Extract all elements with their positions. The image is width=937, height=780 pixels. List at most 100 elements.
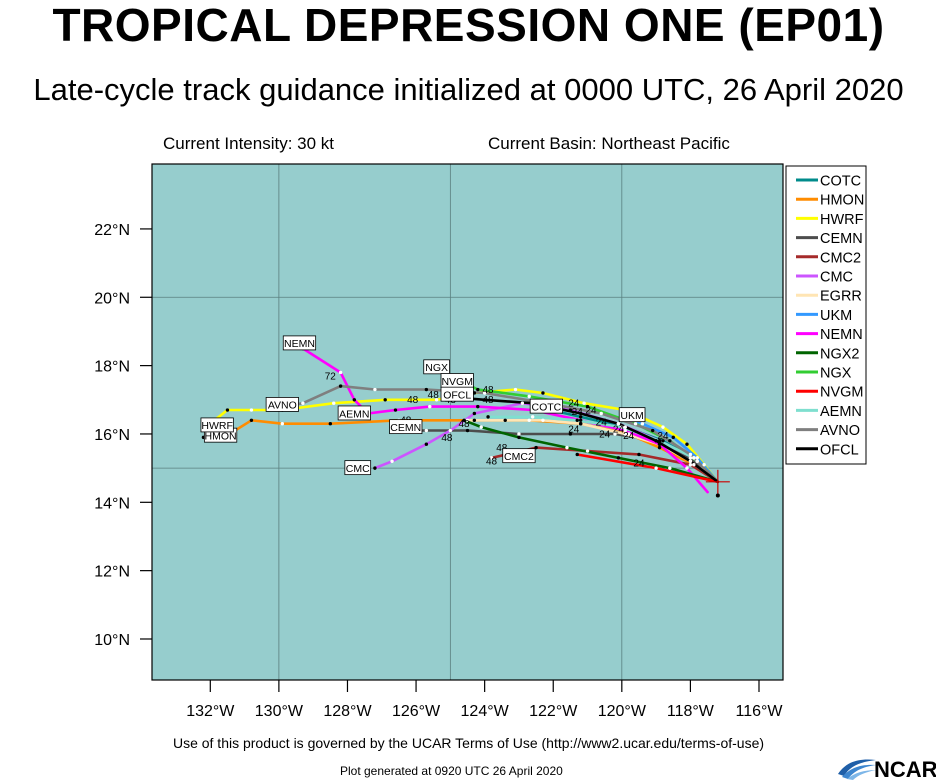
- track-point-nvgm: [654, 466, 658, 470]
- legend-entry-nemn: NEMN: [820, 327, 863, 343]
- model-label-box: [618, 407, 646, 423]
- legend-entry-ngx2: NGX2: [820, 346, 860, 362]
- model-label-cemn: CEMN: [390, 422, 421, 434]
- track-point-ofcl: [688, 459, 693, 463]
- forecast-hour-label: 48: [441, 433, 453, 444]
- x-tick-label: 126°W: [392, 703, 441, 720]
- y-tick-label: 10°N: [94, 632, 130, 649]
- legend-entry-aemn: AEMN: [820, 404, 862, 420]
- track-point-hwrf: [513, 387, 518, 392]
- track-point-ngx2: [565, 445, 569, 450]
- forecast-hour-label: 48: [483, 385, 495, 396]
- track-point-nemn: [623, 428, 627, 433]
- legend-entry-cotc: COTC: [820, 174, 861, 190]
- track-point-ukm: [640, 422, 645, 426]
- track-point-aemn: [575, 418, 579, 422]
- legend-entry-egrr: EGRR: [820, 289, 862, 305]
- track-point-ofcl: [715, 493, 720, 498]
- legend-entry-hmon: HMON: [820, 193, 864, 209]
- model-label-nvgm: NVGM: [441, 376, 473, 388]
- x-tick-label: 118°W: [667, 703, 715, 720]
- model-label-box: [200, 417, 234, 433]
- track-point-ngx2: [479, 425, 483, 429]
- track-point-cemn: [568, 432, 573, 436]
- track-point-cmc: [520, 401, 525, 405]
- track-point-ngx: [695, 459, 699, 463]
- track-point-ofcl: [616, 422, 621, 426]
- track-point-hwrf: [582, 401, 586, 405]
- forecast-hour-label: 24: [568, 399, 580, 410]
- track-point-cotc: [661, 439, 665, 443]
- forecast-hour-label: 48: [407, 395, 419, 406]
- track-point-hwrf: [661, 425, 665, 429]
- ncar-logo: NCAR: [838, 757, 936, 780]
- legend: COTC HMON HWRF CEMN CMC2 CMC EGRR UKM NEMN NGX2 NG…: [785, 165, 867, 465]
- forecast-hour-label: 72: [325, 371, 337, 382]
- model-label-box: [423, 359, 450, 375]
- forecast-hour-label: 24: [599, 429, 611, 440]
- forecast-hour-label: 48: [496, 443, 508, 454]
- forecast-hour-label: 24: [633, 458, 645, 469]
- track-point-ngx: [476, 387, 480, 392]
- track-point-ngx: [527, 394, 531, 399]
- model-label-avno: AVNO: [268, 400, 297, 412]
- track-point-nemn: [393, 408, 398, 412]
- legend-entry-cmc2: CMC2: [820, 250, 861, 266]
- legend-entry-ukm: UKM: [820, 308, 852, 324]
- track-point-avno: [482, 391, 487, 395]
- track-point-cmc: [373, 466, 377, 470]
- track-point-aemn: [620, 425, 624, 429]
- track-point-egrr: [623, 432, 627, 436]
- track-point-egrr: [465, 418, 470, 422]
- track-point-ngx: [633, 422, 638, 426]
- forecast-hour-label: 48: [428, 390, 440, 401]
- legend-entry-avno: AVNO: [820, 423, 860, 439]
- track-point-cemn: [465, 428, 470, 433]
- x-tick-label: 132°W: [186, 703, 235, 720]
- model-label-box: [502, 448, 536, 464]
- track-point-hwrf: [434, 398, 439, 402]
- model-label-box: [529, 398, 563, 414]
- track-point-cotc: [578, 415, 583, 419]
- track-point-hwrf: [249, 408, 254, 412]
- track-point-nemn: [428, 404, 432, 409]
- model-label-ngx: NGX: [425, 362, 448, 374]
- track-point-hwrf: [225, 408, 230, 412]
- track-point-hwrf: [685, 442, 689, 446]
- track-point-hmon: [328, 422, 333, 426]
- track-point-aemn: [486, 415, 490, 419]
- track-point-hmon: [472, 418, 477, 422]
- forecast-hour-label: 24: [585, 405, 597, 416]
- track-point-hmon: [527, 418, 531, 422]
- track-point-hmon: [626, 432, 631, 436]
- track-point-ngx2: [462, 418, 466, 422]
- track-point-ngx: [585, 404, 590, 409]
- model-label-box: [282, 335, 317, 351]
- y-tick-label: 18°N: [94, 359, 130, 376]
- legend-entry-ngx: NGX: [820, 366, 852, 382]
- chart-subtitle: Late-cycle track guidance initialized at…: [33, 72, 904, 107]
- track-point-nvgm: [575, 452, 579, 457]
- legend-entry-cemn: CEMN: [820, 231, 863, 247]
- plot-area: 7248484848484848484848242424242424242424…: [94, 163, 784, 720]
- chart-title: TROPICAL DEPRESSION ONE (EP01): [52, 0, 885, 51]
- y-tick-label: 12°N: [94, 564, 130, 581]
- track-point-ngx2: [616, 456, 621, 460]
- legend-entry-nvgm: NVGM: [820, 385, 864, 401]
- track-point-avno: [373, 387, 377, 392]
- track-point-hmon: [657, 445, 662, 450]
- track-point-cmc2: [489, 456, 494, 460]
- track-point-cmc: [568, 408, 573, 412]
- track-point-aemn: [530, 415, 535, 419]
- track-point-ofcl: [482, 398, 487, 402]
- track-point-avno: [688, 452, 693, 457]
- y-tick-label: 20°N: [94, 290, 130, 307]
- track-point-cmc2: [688, 463, 693, 467]
- y-tick-label: 14°N: [94, 495, 130, 512]
- model-label-box: [440, 386, 474, 402]
- x-tick-label: 120°W: [598, 703, 647, 720]
- x-tick-label: 128°W: [323, 703, 372, 720]
- legend-entry-hwrf: HWRF: [820, 212, 864, 228]
- track-point-ngx2: [517, 435, 521, 440]
- legend-entry-ofcl: OFCL: [820, 442, 859, 458]
